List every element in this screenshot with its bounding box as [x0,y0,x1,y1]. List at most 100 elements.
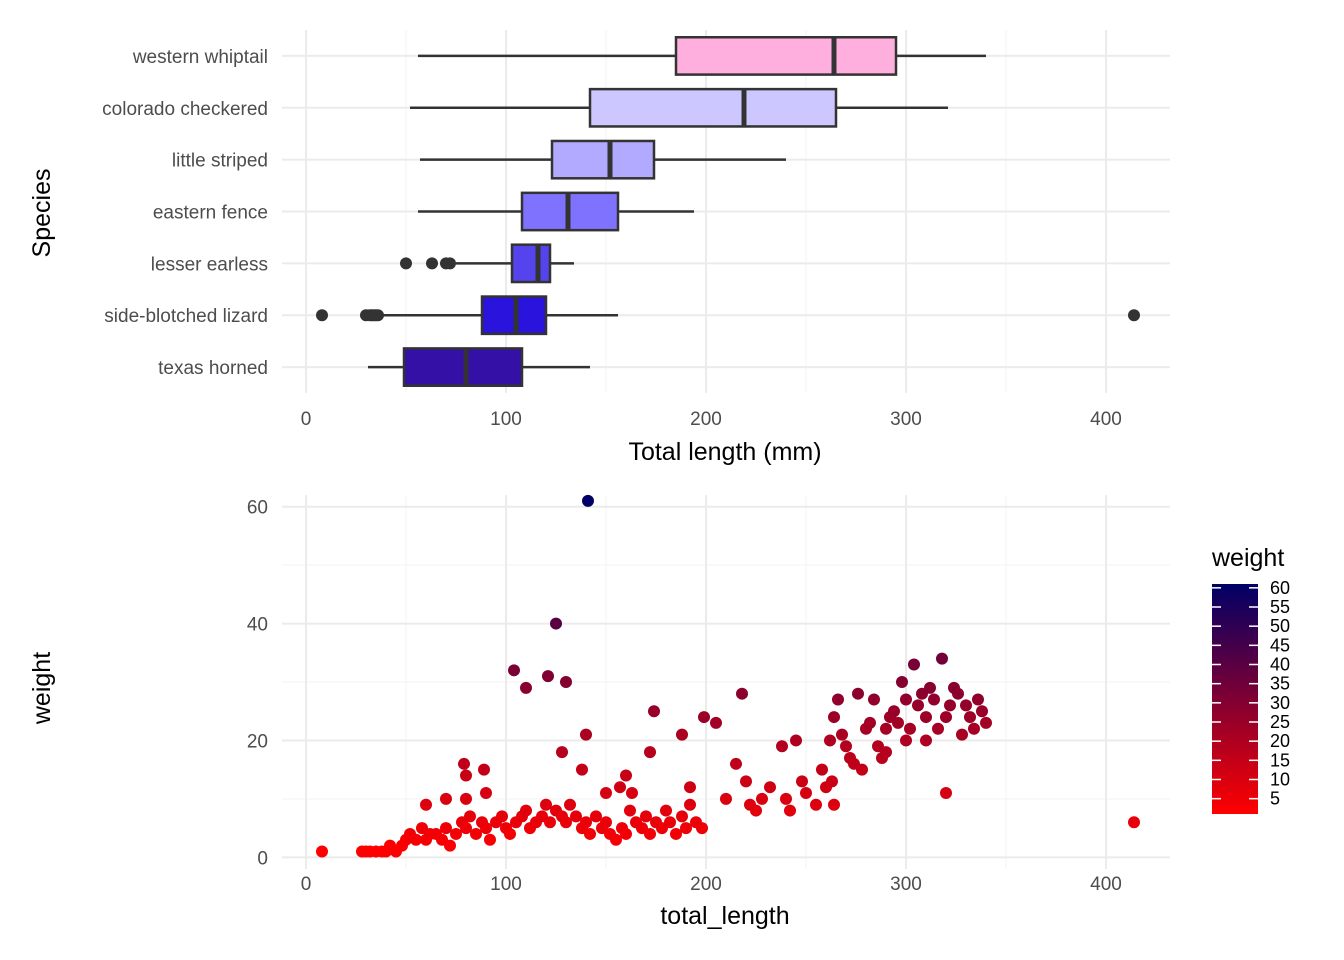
scatter-point [888,705,900,718]
boxplot-x-tick-labels: 0 100 200 300 400 [301,409,1122,430]
scatter-point [590,810,602,823]
scatter-point [756,792,768,805]
scatter-point [796,775,808,788]
scatter-point [960,699,972,712]
scatter-point [864,716,876,729]
scatter-y-tick-label: 40 [247,615,268,636]
scatter-point [550,617,562,630]
scatter-point [620,769,632,782]
scatter-point [944,699,956,712]
scatter-point [644,827,656,840]
scatter-point [920,711,932,724]
legend-label: 60 [1270,578,1290,598]
scatter-point [478,763,490,776]
scatter-point [698,711,710,724]
box-outlier-point [1128,309,1140,322]
scatter-point [936,652,948,665]
scatter-point [824,734,836,747]
scatter-point [676,810,688,823]
scatter-point [410,833,422,846]
scatter-point [664,816,676,829]
scatter-point [684,781,696,794]
scatter-point [856,763,868,776]
scatter-point [900,734,912,747]
scatter-point [316,845,328,858]
scatter-point [460,769,472,782]
scatter-point [504,827,516,840]
legend-title: weight [1211,544,1284,572]
box-iqr [588,87,838,128]
scatter-point [640,810,652,823]
scatter-point [648,705,660,718]
scatter-point [924,681,936,694]
scatter-point [912,699,924,712]
scatter-point [520,681,532,694]
scatter-point [816,763,828,776]
legend-label: 10 [1270,770,1290,790]
box-texas-horned [368,347,590,387]
boxplot-y-tick-label: lesser earless [151,254,268,275]
boxplot-x-tick-label: 0 [301,409,312,430]
scatter-point [810,798,822,811]
scatter-point [644,746,656,759]
boxplot-y-tick-label: texas horned [158,358,268,379]
legend-label: 20 [1270,731,1290,751]
scatter-x-tick-label: 300 [890,874,922,895]
box-outlier-point [400,257,412,270]
legend-label: 15 [1270,750,1290,770]
scatter-x-axis-title: total_length [660,902,789,930]
boxplot-panel: western whiptail colorado checkered little… [28,30,1170,466]
boxplot-y-tick-labels: western whiptail colorado checkered little… [102,47,268,379]
boxplot-gridlines [282,30,1170,393]
scatter-point [676,728,688,741]
scatter-point [696,822,708,835]
scatter-point [784,804,796,817]
boxplot-x-tick-label: 400 [1090,409,1122,430]
legend-label: 35 [1270,674,1290,694]
scatter-point [580,728,592,741]
scatter-x-tick-label: 400 [1090,874,1122,895]
boxplot-y-tick-label: little striped [172,151,268,172]
box-iqr [674,36,898,76]
scatter-point [614,781,626,794]
scatter-point [780,792,792,805]
scatter-point [680,822,692,835]
legend-label: 45 [1270,635,1290,655]
scatter-point [720,792,732,805]
scatter-point [800,787,812,800]
scatter-point [764,781,776,794]
scatter-point [920,734,932,747]
scatter-y-tick-labels: 0 20 40 60 [247,498,268,870]
scatter-point [460,822,472,835]
box-iqr [550,139,656,180]
scatter-point [1128,816,1140,829]
scatter-point [964,711,976,724]
boxplot-y-tick-label: eastern fence [153,203,268,224]
scatter-point [544,816,556,829]
scatter-point [710,716,722,729]
legend-colorbar [1212,584,1258,814]
scatter-point [892,716,904,729]
scatter-point [484,833,496,846]
scatter-point [584,827,596,840]
box-eastern-fence [418,191,694,232]
scatter-point [564,798,576,811]
scatter-x-tick-label: 0 [301,874,312,895]
scatter-point [928,693,940,706]
box-outlier-point [316,309,328,322]
boxplot-x-tick-label: 200 [690,409,722,430]
scatter-point [940,787,952,800]
boxplot-x-tick-label: 300 [890,409,922,430]
scatter-point [880,746,892,759]
box-iqr [510,243,552,284]
scatter-point [480,787,492,800]
scatter-point [582,494,594,507]
scatter-point [730,757,742,770]
scatter-point [560,676,572,688]
scatter-point [826,775,838,788]
boxplot-y-axis-title: Species [28,169,56,258]
scatter-point [940,711,952,724]
scatter-point [852,687,864,700]
